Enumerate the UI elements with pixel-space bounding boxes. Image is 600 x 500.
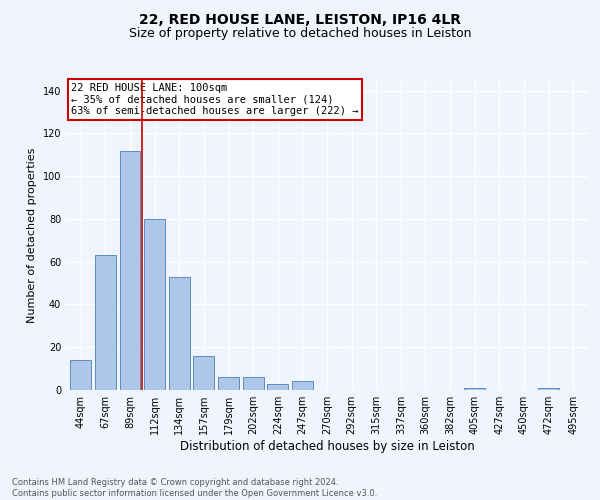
Text: Size of property relative to detached houses in Leiston: Size of property relative to detached ho… bbox=[129, 28, 471, 40]
Bar bbox=[464, 388, 485, 390]
Text: 22, RED HOUSE LANE, LEISTON, IP16 4LR: 22, RED HOUSE LANE, LEISTON, IP16 4LR bbox=[139, 12, 461, 26]
X-axis label: Distribution of detached houses by size in Leiston: Distribution of detached houses by size … bbox=[179, 440, 475, 453]
Bar bbox=[70, 360, 91, 390]
Bar bbox=[119, 150, 140, 390]
Bar bbox=[242, 377, 263, 390]
Bar bbox=[169, 276, 190, 390]
Bar bbox=[538, 388, 559, 390]
Bar bbox=[95, 256, 116, 390]
Text: 22 RED HOUSE LANE: 100sqm
← 35% of detached houses are smaller (124)
63% of semi: 22 RED HOUSE LANE: 100sqm ← 35% of detac… bbox=[71, 83, 359, 116]
Bar bbox=[193, 356, 214, 390]
Bar bbox=[267, 384, 288, 390]
Bar bbox=[144, 219, 165, 390]
Bar bbox=[292, 382, 313, 390]
Text: Contains HM Land Registry data © Crown copyright and database right 2024.
Contai: Contains HM Land Registry data © Crown c… bbox=[12, 478, 377, 498]
Bar bbox=[218, 377, 239, 390]
Y-axis label: Number of detached properties: Number of detached properties bbox=[27, 148, 37, 322]
